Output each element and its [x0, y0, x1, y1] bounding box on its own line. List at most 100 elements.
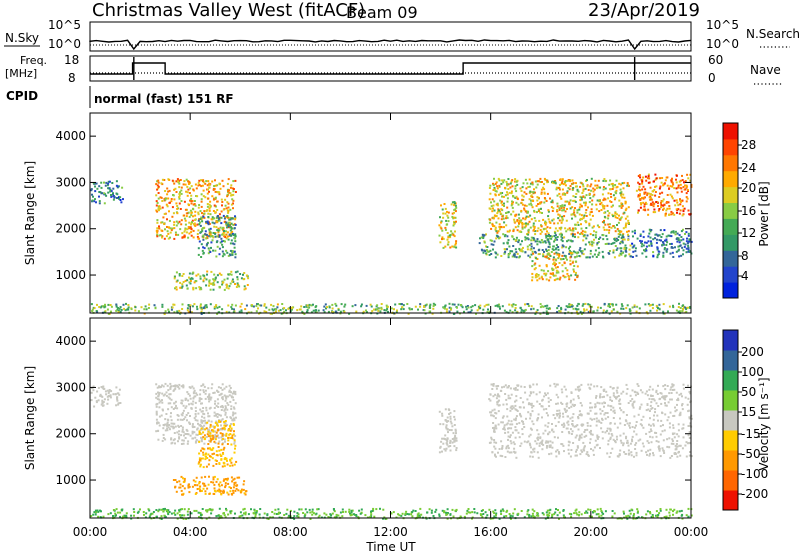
heatmap-cell: [519, 243, 522, 246]
heatmap-cell: [569, 428, 572, 431]
heatmap-cell: [442, 423, 445, 426]
heatmap-cell: [622, 233, 625, 236]
heatmap-cell: [495, 455, 497, 458]
heatmap-cell: [643, 191, 646, 194]
heatmap-cell: [555, 186, 558, 189]
heatmap-cell: [685, 240, 688, 243]
heatmap-cell: [119, 306, 122, 309]
heatmap-cell: [545, 307, 548, 310]
heatmap-cell: [186, 391, 189, 394]
heatmap-cell: [567, 423, 570, 426]
heatmap-cell: [645, 311, 648, 314]
heatmap-cell: [455, 447, 458, 449]
heatmap-cell: [588, 193, 591, 196]
heatmap-cell: [559, 183, 561, 186]
heatmap-cell: [606, 452, 609, 455]
heatmap-cell: [672, 426, 675, 429]
heatmap-cell: [199, 218, 202, 220]
heatmap-cell: [211, 438, 214, 440]
heatmap-cell: [652, 238, 655, 241]
heatmap-cell: [674, 444, 677, 447]
heatmap-cell: [218, 234, 221, 237]
heatmap-cell: [344, 303, 347, 306]
heatmap-cell: [574, 235, 576, 238]
heatmap-cell: [497, 236, 500, 239]
heatmap-cell: [608, 312, 611, 315]
heatmap-cell: [545, 264, 548, 267]
heatmap-cell: [116, 197, 118, 199]
heatmap-cell: [231, 187, 234, 190]
heatmap-cell: [203, 277, 206, 280]
heatmap-cell: [683, 305, 685, 308]
heatmap-cell: [547, 238, 550, 241]
heatmap-cell: [553, 230, 556, 233]
heatmap-cell: [177, 424, 180, 427]
heatmap-cell: [528, 198, 531, 201]
heatmap-cell: [531, 512, 534, 515]
heatmap-cell: [255, 310, 258, 313]
heatmap-cell: [382, 517, 384, 520]
heatmap-cell: [568, 247, 570, 250]
heatmap-cell: [574, 278, 577, 281]
heatmap-cell: [185, 405, 188, 408]
heatmap-cell: [625, 435, 628, 438]
heatmap-cell: [219, 432, 222, 435]
heatmap-cell: [577, 312, 580, 315]
heatmap-cell: [226, 408, 229, 411]
heatmap-cell: [625, 383, 628, 386]
heatmap-cell: [166, 421, 169, 424]
heatmap-cell: [676, 433, 679, 436]
heatmap-cell: [429, 306, 432, 309]
heatmap-cell: [544, 305, 547, 308]
heatmap-cell: [174, 400, 177, 403]
heatmap-cell: [541, 278, 544, 281]
heatmap-cell: [194, 395, 197, 398]
heatmap-cell: [682, 238, 685, 241]
heatmap-cell: [281, 303, 284, 305]
heatmap-cell: [592, 234, 595, 237]
heatmap-cell: [229, 192, 232, 195]
heatmap-cell: [583, 235, 586, 238]
heatmap-cell: [544, 227, 547, 230]
heatmap-cell: [324, 303, 327, 306]
heatmap-cell: [662, 204, 665, 207]
heatmap-cell: [94, 198, 96, 201]
heatmap-cell: [494, 447, 497, 450]
heatmap-cell: [230, 408, 233, 410]
heatmap-cell: [236, 278, 239, 281]
heatmap-cell: [225, 233, 228, 236]
heatmap-cell: [200, 439, 203, 442]
heatmap-cell: [551, 267, 554, 270]
heatmap-cell: [200, 476, 203, 479]
heatmap-cell: [620, 250, 623, 253]
heatmap-cell: [225, 283, 228, 286]
heatmap-cell: [221, 388, 224, 391]
heatmap-cell: [207, 415, 210, 418]
heatmap-cell: [327, 310, 330, 313]
heatmap-cell: [574, 273, 577, 276]
heatmap-cell: [174, 387, 177, 390]
heatmap-cell: [442, 216, 445, 219]
heatmap-cell: [213, 273, 216, 276]
heatmap-cell: [218, 182, 221, 185]
heatmap-cell: [551, 181, 554, 184]
heatmap-cell: [570, 274, 573, 277]
heatmap-cell: [205, 220, 208, 223]
heatmap-cell: [334, 302, 337, 305]
heatmap-cell: [103, 202, 106, 205]
heatmap-cell: [626, 184, 629, 187]
heatmap-cell: [554, 385, 557, 388]
heatmap-cell: [510, 420, 513, 423]
heatmap-cell: [232, 190, 235, 193]
heatmap-cell: [158, 234, 161, 237]
heatmap-cell: [156, 184, 159, 187]
heatmap-cell: [629, 394, 632, 397]
heatmap-cell: [571, 403, 574, 406]
heatmap-cell: [156, 202, 159, 204]
heatmap-cell: [168, 219, 171, 222]
heatmap-cell: [185, 433, 188, 435]
heatmap-cell: [510, 393, 513, 396]
heatmap-cell: [157, 192, 160, 194]
heatmap-cell: [198, 288, 201, 291]
heatmap-cell: [562, 251, 565, 254]
